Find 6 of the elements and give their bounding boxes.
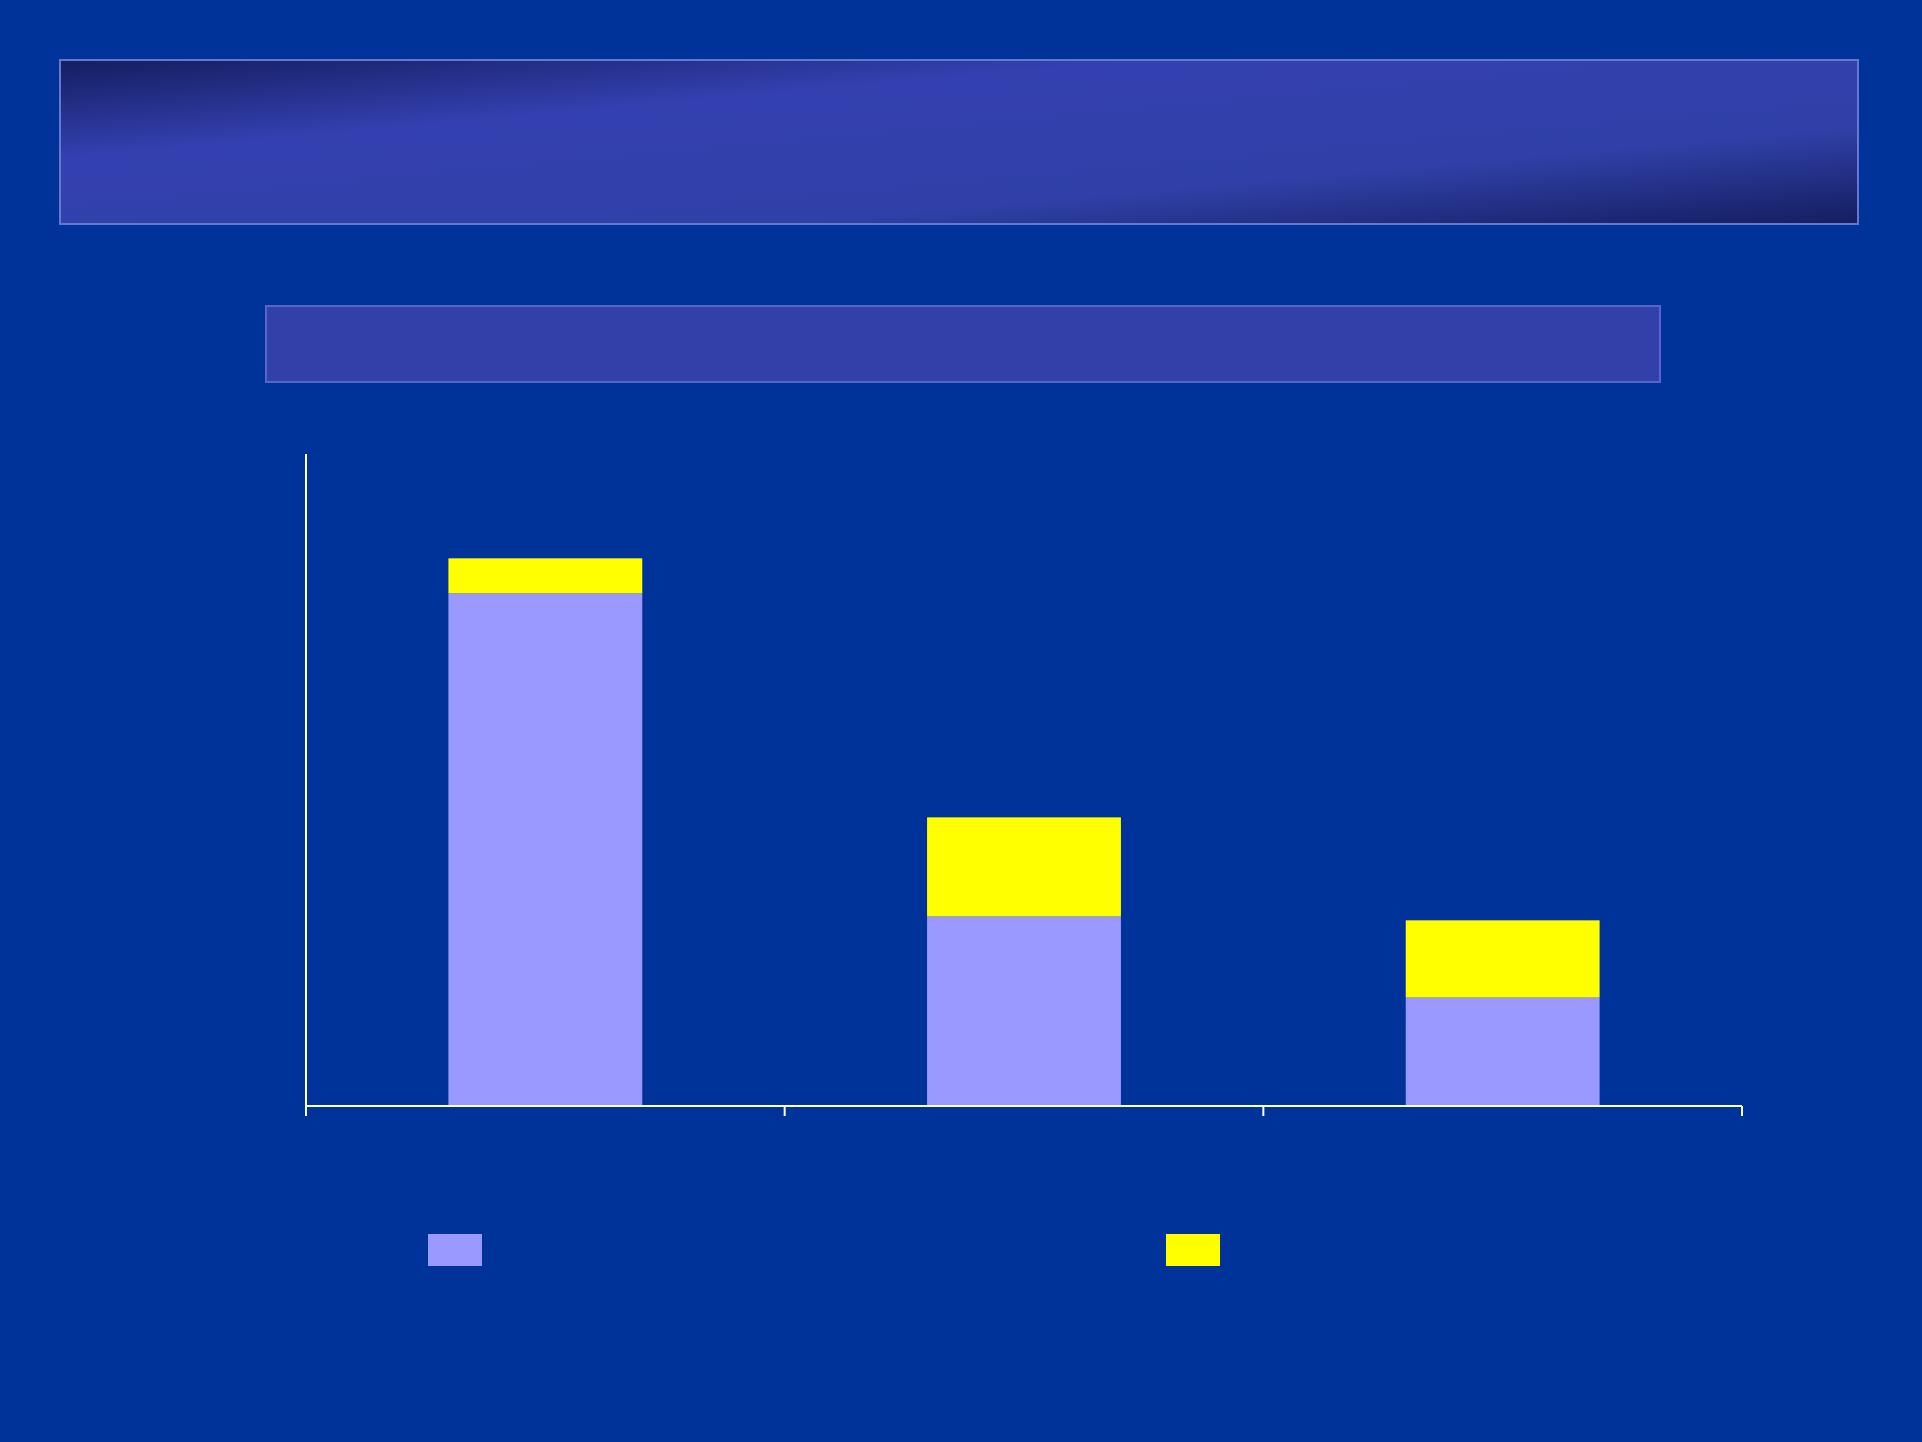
bar <box>448 558 643 594</box>
bar <box>927 817 1121 917</box>
bar <box>927 916 1121 1106</box>
bar <box>448 593 643 1106</box>
bar <box>1405 997 1600 1106</box>
bar <box>1405 920 1600 998</box>
